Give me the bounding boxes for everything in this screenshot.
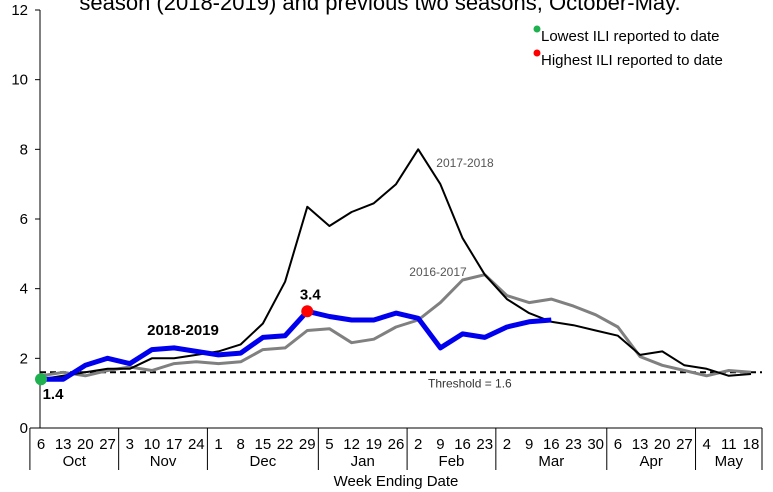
y-tick-label: 2	[20, 350, 28, 367]
series-line	[40, 273, 752, 378]
series-label: 2016-2017	[409, 265, 467, 279]
x-tick-label: 3	[126, 436, 134, 453]
series-line	[41, 308, 552, 382]
x-tick-label: 6	[37, 436, 45, 453]
x-tick-label: 19	[365, 436, 382, 453]
x-tick-label: 22	[277, 436, 294, 453]
x-tick-label: 29	[299, 436, 316, 453]
x-tick-label: 23	[565, 436, 582, 453]
legend-marker	[533, 49, 541, 57]
x-tick-label: 13	[632, 436, 649, 453]
x-tick-label: 10	[144, 436, 161, 453]
legend-label: Highest ILI reported to date	[541, 52, 723, 69]
data-label: 3.4	[300, 286, 322, 303]
legend-label: Lowest ILI reported to date	[541, 28, 719, 45]
extreme-marker	[301, 305, 314, 318]
x-tick-label: 2	[503, 436, 511, 453]
x-tick-label: 26	[388, 436, 405, 453]
x-tick-label: 18	[743, 436, 760, 453]
month-label: Oct	[63, 453, 87, 470]
series-label: 2017-2018	[436, 156, 494, 170]
x-tick-label: 5	[325, 436, 333, 453]
x-tick-label: 27	[99, 436, 116, 453]
x-tick-label: 15	[255, 436, 272, 453]
x-tick-label: 12	[343, 436, 360, 453]
x-tick-label: 1	[214, 436, 222, 453]
month-label: Dec	[250, 453, 277, 470]
legend-marker	[533, 25, 541, 33]
x-tick-label: 13	[55, 436, 72, 453]
y-tick-label: 8	[20, 141, 28, 158]
x-tick-label: 2	[414, 436, 422, 453]
y-tick-label: 10	[11, 72, 28, 89]
month-label: Apr	[639, 453, 662, 470]
x-tick-label: 20	[654, 436, 671, 453]
x-tick-label: 4	[702, 436, 710, 453]
month-label: Jan	[351, 453, 375, 470]
month-label: Feb	[439, 453, 465, 470]
chart-title: season (2018-2019) and previous two seas…	[79, 0, 680, 15]
series-label: 2018-2019	[147, 322, 219, 339]
x-tick-label: 30	[587, 436, 604, 453]
extreme-marker	[35, 373, 47, 386]
y-tick-label: 4	[20, 281, 28, 298]
x-tick-label: 16	[543, 436, 560, 453]
month-label: May	[715, 453, 744, 470]
x-tick-label: 24	[188, 436, 205, 453]
data-label: 1.4	[43, 386, 65, 403]
x-tick-label: 6	[614, 436, 622, 453]
x-tick-label: 8	[237, 436, 245, 453]
x-tick-label: 16	[454, 436, 471, 453]
x-tick-label: 17	[166, 436, 183, 453]
series-line	[40, 148, 752, 381]
x-axis-title: Week Ending Date	[334, 473, 459, 490]
x-tick-label: 20	[77, 436, 94, 453]
x-tick-label: 9	[436, 436, 444, 453]
x-tick-label: 23	[476, 436, 493, 453]
x-tick-label: 9	[525, 436, 533, 453]
y-tick-label: 0	[20, 420, 28, 437]
y-tick-label: 6	[20, 211, 28, 228]
month-label: Nov	[150, 453, 177, 470]
threshold-label: Threshold = 1.6	[428, 376, 512, 390]
x-tick-label: 11	[721, 436, 737, 453]
x-tick-label: 27	[676, 436, 693, 453]
y-tick-label: 12	[11, 2, 28, 19]
month-label: Mar	[538, 453, 564, 470]
